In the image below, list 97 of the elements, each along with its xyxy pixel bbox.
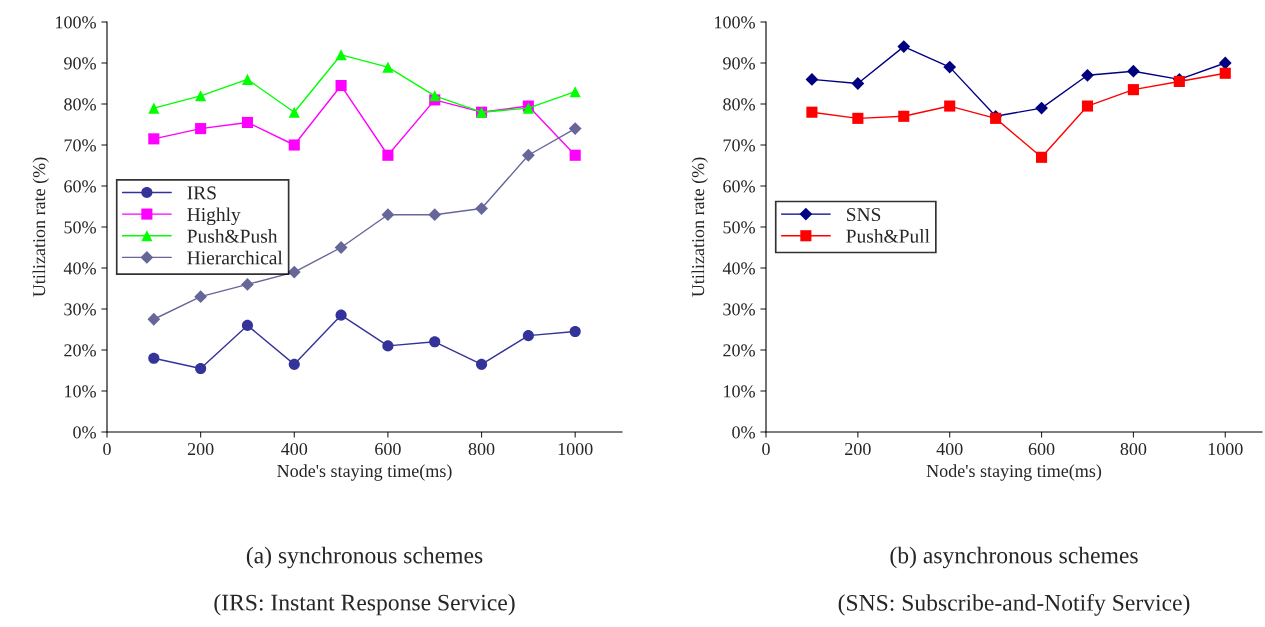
point bbox=[148, 133, 160, 145]
point bbox=[943, 60, 957, 74]
x-tick-label: 600 bbox=[375, 442, 401, 456]
point bbox=[288, 358, 300, 370]
legend-label: Push&Pull bbox=[846, 229, 930, 243]
point bbox=[241, 73, 254, 85]
point bbox=[475, 202, 488, 215]
x-tick-label: 0 bbox=[762, 442, 770, 456]
x-tick-label: 400 bbox=[281, 442, 308, 456]
y-tick-label: 40% bbox=[63, 262, 96, 275]
y-tick-label: 40% bbox=[722, 262, 755, 275]
point bbox=[148, 352, 160, 364]
point bbox=[382, 340, 394, 352]
point bbox=[148, 102, 160, 114]
point bbox=[335, 49, 347, 61]
y-tick-label: 100% bbox=[715, 16, 755, 29]
x-axis-title: Node's staying time(ms) bbox=[277, 464, 452, 481]
y-tick-label: 30% bbox=[723, 303, 755, 316]
point bbox=[382, 61, 394, 73]
point bbox=[897, 40, 911, 53]
point bbox=[569, 325, 581, 338]
point bbox=[241, 278, 254, 291]
y-axis-title: Utilization rate (%) bbox=[32, 157, 49, 297]
point bbox=[382, 149, 394, 161]
point bbox=[944, 100, 956, 112]
point bbox=[852, 112, 864, 124]
x-tick-label: 1000 bbox=[558, 442, 593, 456]
y-tick-label: 90% bbox=[723, 57, 755, 70]
point bbox=[195, 90, 207, 102]
y-tick-label: 100% bbox=[56, 16, 96, 29]
point bbox=[241, 319, 254, 331]
point bbox=[1127, 64, 1140, 78]
y-tick-label: 80% bbox=[723, 98, 755, 111]
legend-label: Push&Push bbox=[187, 229, 278, 243]
x-tick-label: 800 bbox=[1120, 442, 1147, 456]
y-tick-label: 50% bbox=[723, 221, 755, 234]
point bbox=[1081, 68, 1094, 82]
point bbox=[475, 358, 488, 370]
point bbox=[1218, 56, 1232, 70]
text: (b) asynchronous schemes bbox=[890, 546, 1138, 569]
x-tick-label: 200 bbox=[187, 442, 214, 456]
legend-label: Highly bbox=[187, 207, 241, 226]
y-tick-label: 70% bbox=[723, 139, 755, 152]
point bbox=[521, 148, 535, 162]
point bbox=[522, 330, 534, 342]
y-tick-label: 10% bbox=[65, 385, 96, 398]
y-tick-label: 0% bbox=[73, 426, 96, 439]
y-tick-label: 60% bbox=[723, 180, 755, 193]
y-tick-label: 80% bbox=[64, 98, 96, 111]
point bbox=[1081, 100, 1094, 112]
x-tick-label: 0 bbox=[103, 442, 111, 456]
y-tick-label: 90% bbox=[64, 57, 96, 70]
point bbox=[147, 312, 161, 326]
y-tick-label: 20% bbox=[723, 344, 755, 357]
text: (SNS: Subscribe-and-Notify Service) bbox=[838, 593, 1190, 616]
point bbox=[288, 139, 300, 151]
text: (a) synchronous schemes bbox=[246, 546, 483, 569]
point bbox=[898, 110, 910, 122]
point bbox=[1219, 67, 1231, 79]
y-tick-label: 30% bbox=[64, 303, 96, 316]
y-tick-label: 70% bbox=[64, 139, 96, 152]
point bbox=[569, 149, 581, 161]
legend-label: IRS bbox=[187, 186, 216, 200]
point bbox=[381, 208, 395, 222]
point bbox=[429, 336, 441, 348]
point bbox=[1127, 84, 1139, 96]
point bbox=[851, 77, 865, 90]
point bbox=[569, 86, 581, 98]
y-axis-title: Utilization rate (%) bbox=[691, 157, 708, 297]
x-tick-label: 800 bbox=[468, 442, 495, 456]
point bbox=[1036, 151, 1048, 163]
point bbox=[428, 208, 442, 222]
x-tick-label: 200 bbox=[845, 442, 871, 456]
x-tick-label: 400 bbox=[936, 442, 963, 456]
point bbox=[568, 122, 582, 135]
point bbox=[195, 123, 207, 135]
point bbox=[195, 362, 207, 375]
y-tick-label: 0% bbox=[732, 426, 755, 439]
point bbox=[194, 290, 208, 304]
point bbox=[241, 116, 254, 129]
point bbox=[287, 265, 301, 279]
x-tick-label: 600 bbox=[1028, 442, 1055, 456]
point bbox=[335, 309, 347, 321]
y-tick-label: 60% bbox=[64, 180, 96, 193]
point bbox=[1035, 101, 1048, 115]
x-axis-title: Node's staying time(ms) bbox=[926, 464, 1102, 481]
x-tick-label: 1000 bbox=[1208, 442, 1243, 456]
point bbox=[805, 73, 819, 86]
y-tick-label: 50% bbox=[64, 221, 96, 234]
point bbox=[335, 79, 347, 92]
legend-label: SNS bbox=[847, 208, 881, 222]
y-tick-label: 20% bbox=[64, 344, 96, 357]
legend-label: Hierarchical bbox=[187, 250, 283, 265]
text: (IRS: Instant Response Service) bbox=[214, 593, 515, 616]
point bbox=[806, 106, 818, 118]
y-tick-label: 10% bbox=[724, 385, 755, 398]
point bbox=[288, 106, 300, 118]
